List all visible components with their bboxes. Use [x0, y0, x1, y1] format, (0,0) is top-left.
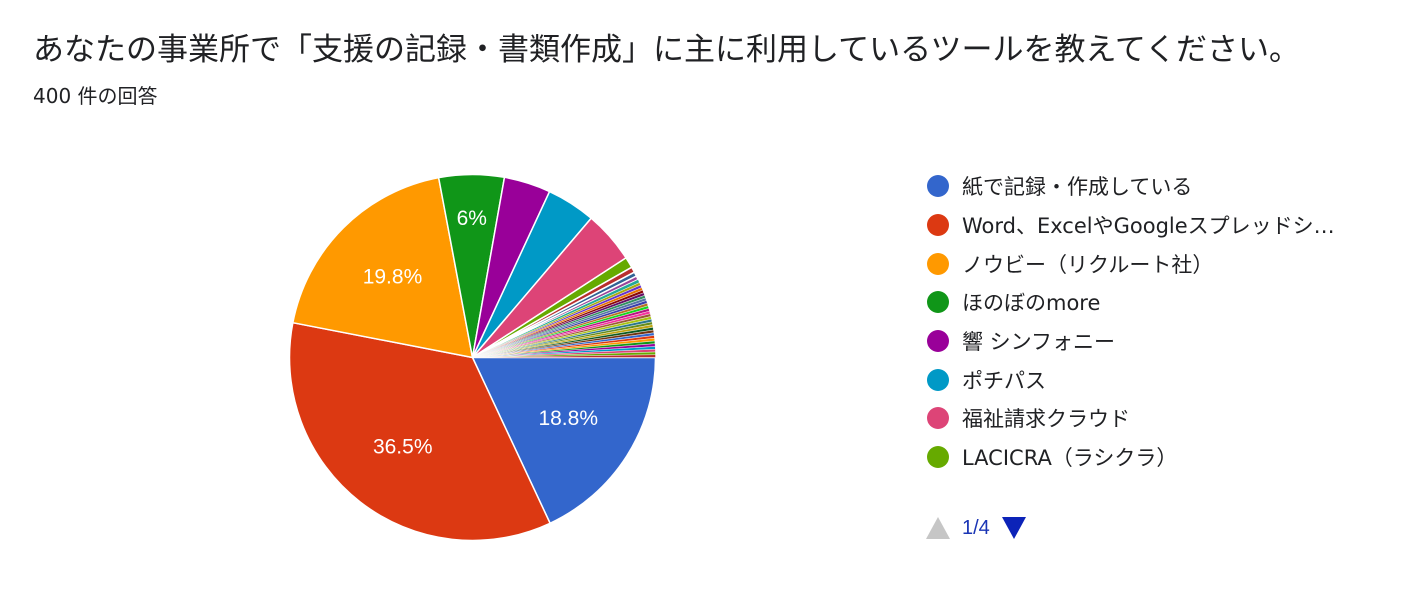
legend-label: ノウビー（リクルート社）	[962, 252, 1214, 277]
legend-label: ほのぼのmore	[962, 291, 1101, 316]
pie-chart: 18.8% 36.5% 19.8% 6%	[288, 173, 657, 542]
triangle-up-icon[interactable]	[926, 517, 950, 539]
pie-data-labels: 18.8% 36.5% 19.8% 6%	[363, 207, 598, 459]
legend-color-swatch	[927, 446, 949, 469]
pie-data-label: 19.8%	[363, 266, 423, 289]
legend-item[interactable]: ノウビー（リクルート社）	[927, 244, 1397, 283]
pie-slices	[288, 173, 657, 542]
legend-color-swatch	[927, 175, 949, 198]
legend-label: 紙で記録・作成している	[962, 175, 1193, 200]
legend-label: 福祉請求クラウド	[962, 407, 1130, 432]
chart-legend: 紙で記録・作成している Word、ExcelやGoogleスプレッドシ… ノウビー（…	[927, 167, 1397, 477]
response-count: 400 件の回答	[33, 84, 158, 108]
legend-label: ポチパス	[962, 368, 1046, 393]
question-title: あなたの事業所で「支援の記録・書類作成」に主に利用しているツールを教えてください…	[33, 32, 1300, 68]
legend-item[interactable]: LACICRA（ラシクラ）	[927, 438, 1397, 477]
legend-item[interactable]: 響 シンフォニー	[927, 322, 1397, 361]
legend-item[interactable]: 福祉請求クラウド	[927, 399, 1397, 438]
pie-slice[interactable]	[472, 354, 656, 358]
triangle-down-icon[interactable]	[1001, 517, 1026, 539]
legend-color-swatch	[927, 252, 949, 275]
pie-data-label: 6%	[457, 207, 487, 230]
pager-page-indicator: 1/4	[962, 516, 990, 539]
legend-pager: 1/4	[926, 512, 1026, 544]
legend-color-swatch	[927, 368, 949, 391]
pie-data-label: 36.5%	[373, 435, 433, 458]
legend-item[interactable]: 紙で記録・作成している	[927, 167, 1397, 206]
pie-slice[interactable]	[288, 321, 552, 542]
legend-color-swatch	[927, 330, 949, 353]
pie-data-label: 18.8%	[538, 407, 598, 430]
legend-item[interactable]: ほのぼのmore	[927, 283, 1397, 322]
legend-label: Word、ExcelやGoogleスプレッドシ…	[962, 214, 1335, 239]
pie-slice[interactable]	[471, 356, 657, 525]
legend-color-swatch	[927, 214, 949, 237]
legend-label: 響 シンフォニー	[962, 330, 1116, 355]
legend-item[interactable]: ポチパス	[927, 360, 1397, 399]
legend-label: LACICRA（ラシクラ）	[962, 446, 1178, 471]
legend-color-swatch	[927, 291, 949, 314]
legend-item[interactable]: Word、ExcelやGoogleスプレッドシ…	[927, 206, 1397, 245]
pie-slice[interactable]	[291, 176, 474, 359]
legend-color-swatch	[927, 407, 949, 430]
